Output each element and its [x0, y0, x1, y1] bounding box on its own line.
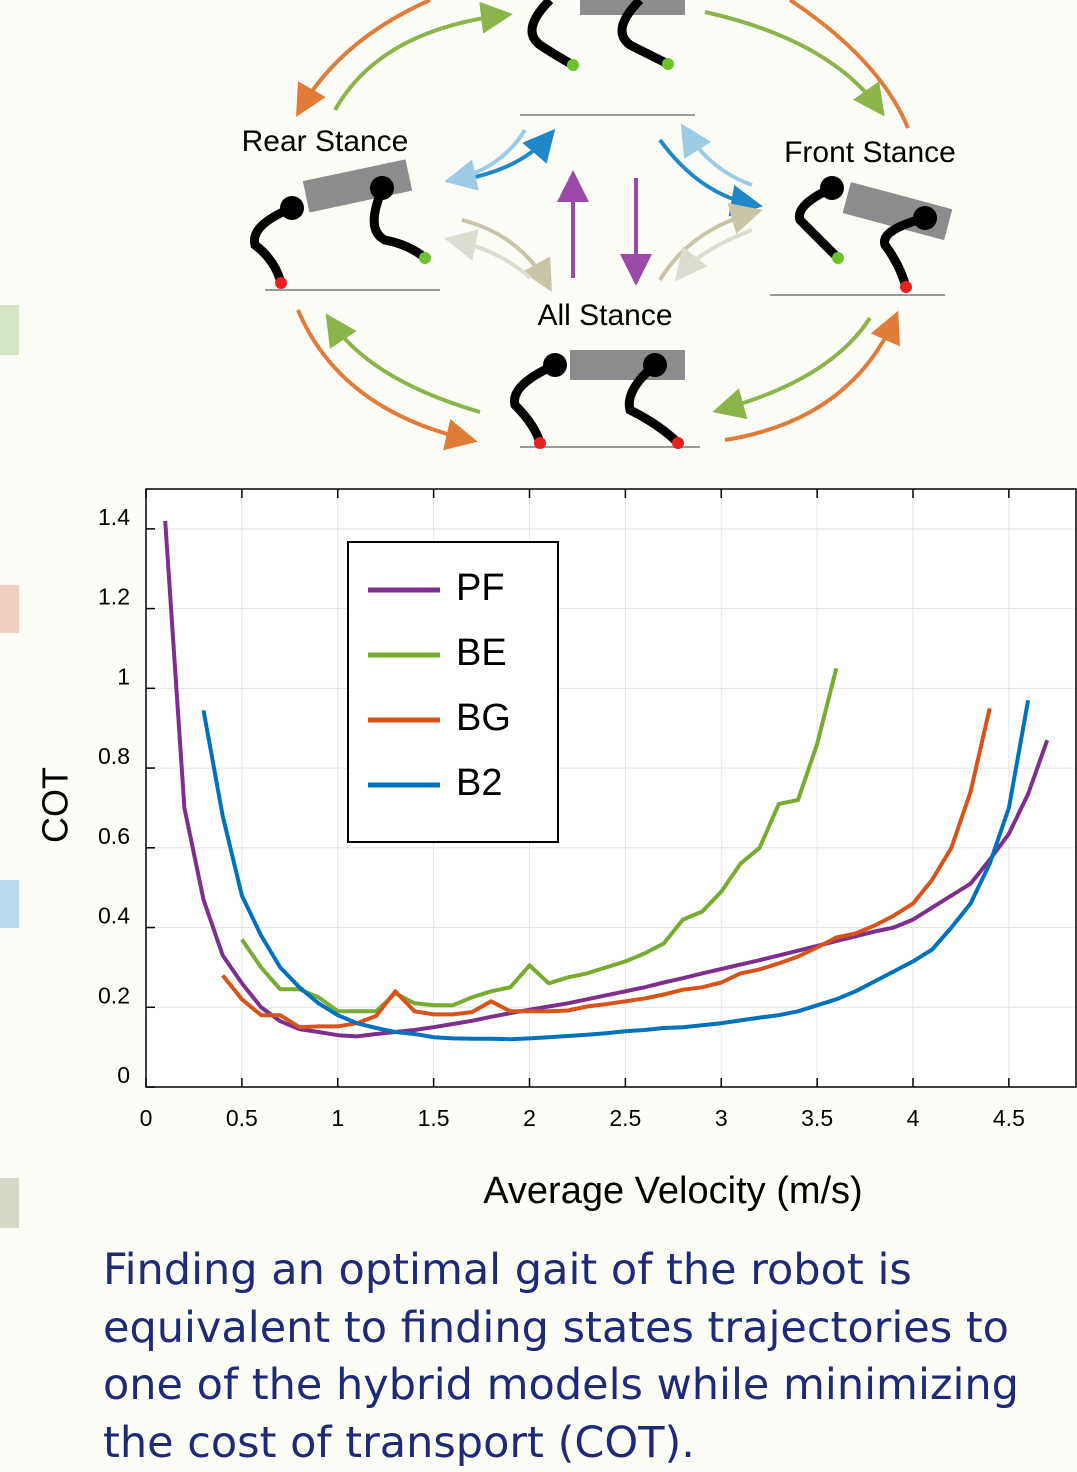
- x-tick-label: 4.5: [993, 1105, 1025, 1131]
- arrows: [296, 0, 910, 451]
- y-tick-label: 0.6: [98, 823, 130, 849]
- x-tick-label: 2: [523, 1105, 536, 1131]
- legend-label: BG: [456, 697, 511, 739]
- y-axis-label: COT: [35, 767, 76, 843]
- x-tick-label: 2.5: [609, 1105, 641, 1131]
- grounds: [265, 114, 945, 448]
- x-tick-label: 1: [331, 1105, 344, 1131]
- y-tick-label: 1: [117, 663, 130, 689]
- y-tick-label: 1.4: [98, 504, 130, 530]
- series-line: [163, 520, 1050, 1039]
- series-line: [240, 667, 839, 1014]
- y-tick-label: 0.2: [98, 982, 130, 1008]
- plot-frame: [145, 488, 1077, 1088]
- state-label: All Stance: [537, 299, 672, 332]
- x-axis-label: Average Velocity (m/s): [483, 1170, 862, 1212]
- y-tick-label: 1.2: [98, 584, 130, 610]
- y-tick-label: 0: [117, 1062, 130, 1088]
- y-tick-label: 0.8: [98, 743, 130, 769]
- x-tick-label: 4: [907, 1105, 920, 1131]
- side-chips: [0, 305, 19, 1228]
- gait-diagram: Rear Stance Front Stance All Stance: [242, 0, 956, 451]
- chart: Average Velocity (m/s) COT 0 0.5 1 1.5 2 2.5 3…: [0, 305, 1077, 1228]
- state-label: Rear Stance: [242, 125, 409, 158]
- x-tick-label: 1.5: [418, 1105, 450, 1131]
- robots: [250, 0, 953, 449]
- state-label: Front Stance: [784, 136, 956, 169]
- legend-label: BE: [456, 632, 507, 674]
- x-tick-label: 3.5: [801, 1105, 833, 1131]
- caption: Finding an optimal gait of the robot is …: [103, 1245, 1019, 1468]
- x-tick-label: 0.5: [226, 1105, 258, 1131]
- plot-area: [146, 489, 1076, 1087]
- y-tick-label: 0.4: [98, 903, 130, 929]
- x-tick-label: 0: [140, 1105, 153, 1131]
- series-line: [221, 707, 992, 1030]
- legend-label: B2: [456, 762, 502, 804]
- legend-box: [347, 541, 559, 843]
- legend-label: PF: [456, 567, 505, 609]
- x-tick-label: 3: [715, 1105, 728, 1131]
- series-line: [201, 699, 1031, 1042]
